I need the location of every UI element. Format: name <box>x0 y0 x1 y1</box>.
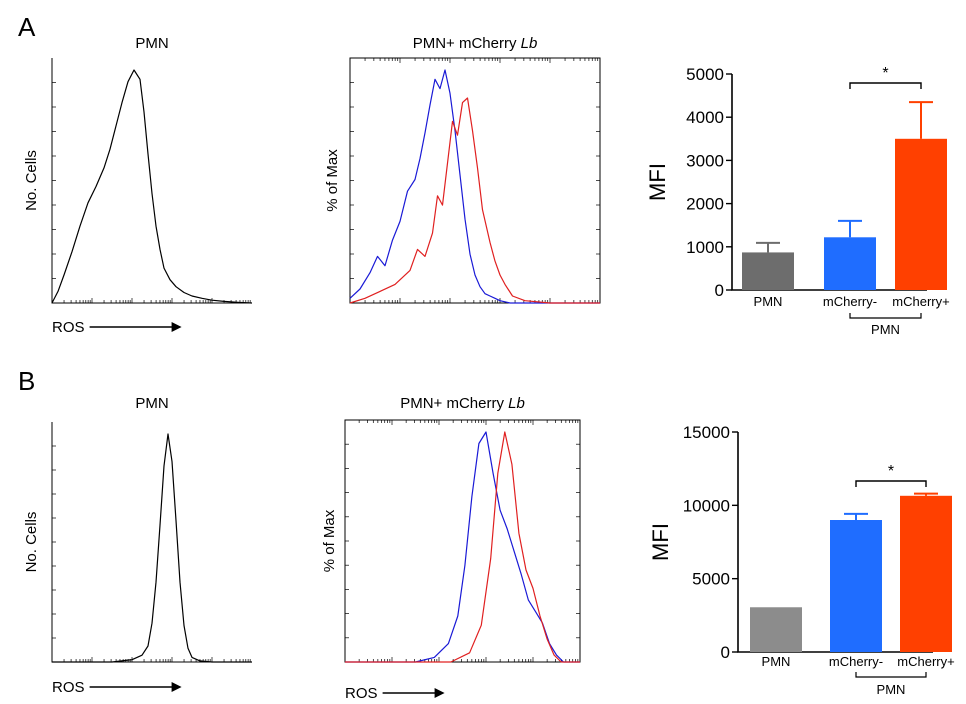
significance-bracket <box>849 82 922 89</box>
y-tick-label: 5000 <box>692 570 730 589</box>
bar-pmn <box>742 252 794 290</box>
y-tick-label: 15000 <box>683 423 730 442</box>
histogram-y-label: No. Cells <box>23 150 40 211</box>
bar-mcherry-neg <box>824 237 876 290</box>
histogram-panel-4: PMN+ mCherry Lb % of Max <box>321 395 581 663</box>
group-bracket <box>849 313 922 319</box>
histogram-panel-3: PMN No. Cells <box>23 395 252 663</box>
y-tick-label: 0 <box>715 281 724 300</box>
group-label: PMN <box>877 682 906 697</box>
x-axis-label-ros: ROS <box>345 685 378 702</box>
histogram-title: PMN+ mCherry Lb <box>413 35 538 52</box>
category-label: PMN <box>754 294 783 309</box>
y-tick-label: 4000 <box>686 108 724 127</box>
bar-chart-panel-2: 0 1000 2000 3000 4000 5000 MFI PMN mCherry-mCher… <box>645 65 950 337</box>
histogram-axes <box>51 58 252 304</box>
y-tick-label: 0 <box>721 643 730 662</box>
histogram-series-red <box>349 97 600 304</box>
histogram-series-blue <box>349 69 600 304</box>
significance-star: * <box>888 463 894 480</box>
y-tick-label: 5000 <box>686 65 724 84</box>
bar-y-label: MFI <box>648 523 673 561</box>
category-label: mCherry+ <box>892 294 949 309</box>
ros-arrow-head <box>434 688 445 698</box>
histogram-series-black <box>51 69 253 304</box>
ros-arrow-head <box>171 682 182 692</box>
histogram-panel-0: PMN No. Cells <box>23 35 253 304</box>
x-axis-label-ros: ROS <box>52 319 85 336</box>
histogram-y-label: % of Max <box>321 509 338 572</box>
y-tick-label: 10000 <box>683 496 730 515</box>
category-label: mCherry+ <box>897 654 954 669</box>
bar-mcherry-negpos <box>895 138 947 290</box>
histogram-series-red <box>345 431 580 663</box>
significance-star: * <box>882 65 888 82</box>
x-axis-label-ros: ROS <box>52 679 85 696</box>
category-label: PMN <box>762 654 791 669</box>
category-label: mCherry- <box>823 294 877 309</box>
y-tick-label: 2000 <box>686 195 724 214</box>
bar-y-label: MFI <box>645 163 670 201</box>
histogram-title: PMN+ mCherry Lb <box>400 395 525 412</box>
histogram-title: PMN <box>135 35 168 52</box>
bar-mcherry-negpos <box>900 495 952 652</box>
category-label: mCherry- <box>829 654 883 669</box>
histogram-frame <box>344 419 581 663</box>
histogram-y-label: No. Cells <box>23 512 40 573</box>
significance-bracket <box>855 480 927 487</box>
panel-a-letter: A <box>18 12 36 42</box>
histogram-title: PMN <box>135 395 168 412</box>
y-tick-label: 1000 <box>686 238 724 257</box>
histogram-frame <box>349 57 601 304</box>
bar-pmn <box>750 607 802 652</box>
bar-chart-panel-5: 0 5000 10000 15000 MFI PMN mCherry-mCherry+ PMN… <box>648 423 955 697</box>
group-label: PMN <box>871 322 900 337</box>
panel-b-letter: B <box>18 366 35 396</box>
bar-mcherry-neg <box>830 520 882 652</box>
histogram-panel-1: PMN+ mCherry Lb % of Max <box>324 35 601 304</box>
histogram-y-label: % of Max <box>324 149 341 212</box>
y-tick-label: 3000 <box>686 151 724 170</box>
histogram-series-blue <box>345 431 580 663</box>
group-bracket <box>855 672 927 678</box>
histogram-series-black <box>52 433 252 663</box>
ros-arrow-head <box>171 322 182 332</box>
